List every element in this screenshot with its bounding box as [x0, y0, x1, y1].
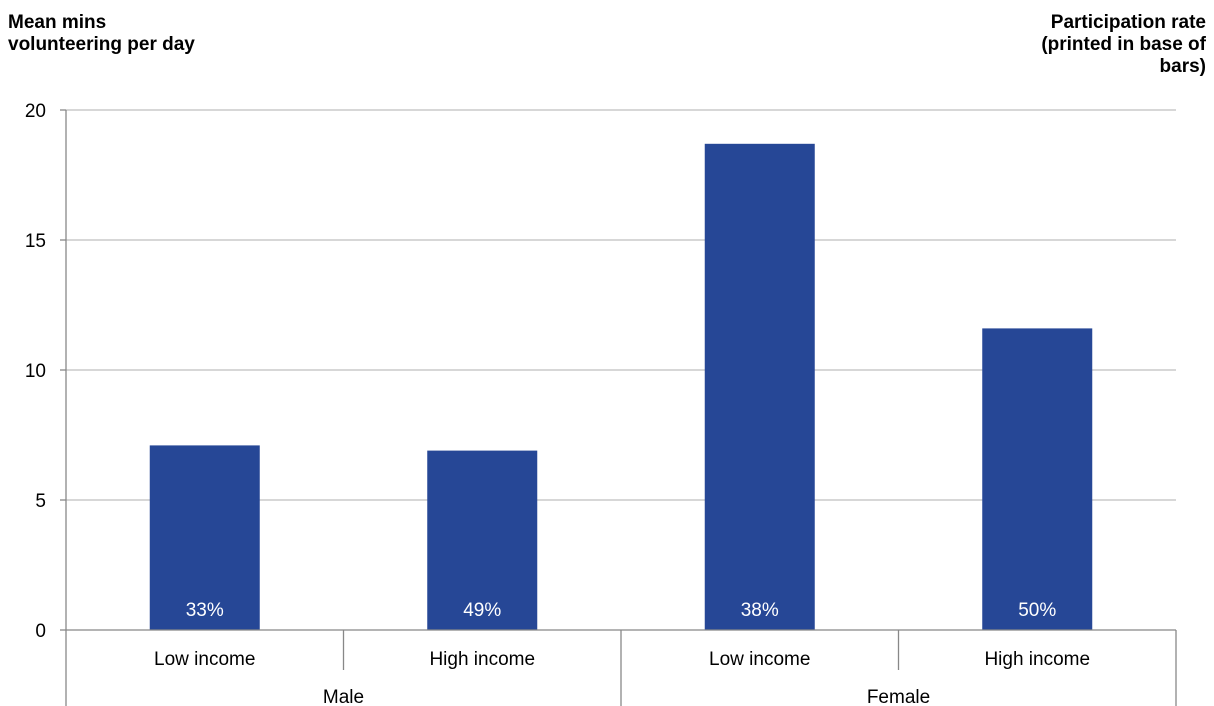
- category-label: Low income: [709, 649, 810, 670]
- y-tick-label: 20: [25, 101, 46, 122]
- y-axis-title: Mean mins volunteering per day: [8, 12, 195, 55]
- bar: [427, 450, 538, 630]
- y-tick-label: 0: [35, 621, 46, 642]
- bar: [704, 143, 815, 631]
- group-label: Male: [323, 687, 364, 706]
- bar-label: 38%: [741, 600, 779, 621]
- bars: [149, 143, 1093, 631]
- bar-label: 50%: [1018, 600, 1056, 621]
- category-label: Low income: [154, 649, 255, 670]
- category-label: High income: [984, 649, 1090, 670]
- axes: [60, 109, 1177, 706]
- y-tick-label: 15: [25, 231, 46, 252]
- bar-label: 33%: [186, 600, 224, 621]
- bar-label: 49%: [463, 600, 501, 621]
- bar: [982, 328, 1093, 630]
- category-label: High income: [429, 649, 535, 670]
- y-tick-label: 5: [35, 491, 46, 512]
- labels: 0 5 10 15 20 33% Low income 49% High income 38% Lo…: [25, 101, 1090, 706]
- participation-rate-label: Participation rate (printed in base of b…: [1041, 12, 1206, 77]
- bar: [149, 445, 260, 630]
- y-tick-label: 10: [25, 361, 46, 382]
- group-label: Female: [867, 687, 930, 706]
